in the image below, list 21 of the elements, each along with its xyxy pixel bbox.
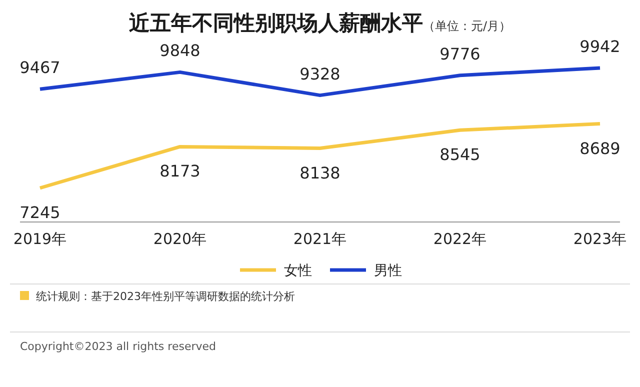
data-label: 9328 xyxy=(300,64,340,84)
data-label: 8689 xyxy=(580,138,620,158)
chart-title: 近五年不同性别职场人薪酬水平 xyxy=(128,11,423,35)
data-label: 8173 xyxy=(160,162,200,181)
x-tick-label: 2022年 xyxy=(433,230,487,248)
data-label: 9776 xyxy=(440,44,480,64)
x-tick-label: 2021年 xyxy=(293,230,347,248)
x-tick-label: 2019年 xyxy=(13,230,67,248)
x-tick-label: 2023年 xyxy=(573,230,627,248)
text: Copyright©2023 all rights reserved xyxy=(20,340,216,353)
data-label: 8138 xyxy=(300,163,340,182)
text: 统计规则：基于2023年性别平等调研数据的统计分析 xyxy=(36,290,295,303)
data-label: 7245 xyxy=(20,203,60,222)
chart-subtitle: （单位：元/月） xyxy=(422,19,512,33)
x-tick-label: 2020年 xyxy=(153,230,207,248)
data-label: 9467 xyxy=(20,58,60,78)
data-label: 9848 xyxy=(160,41,200,60)
data-label: 8545 xyxy=(440,145,480,164)
legend-label: 男性 xyxy=(374,263,402,279)
legend-label: 女性 xyxy=(284,263,312,279)
data-label: 9942 xyxy=(580,37,620,56)
